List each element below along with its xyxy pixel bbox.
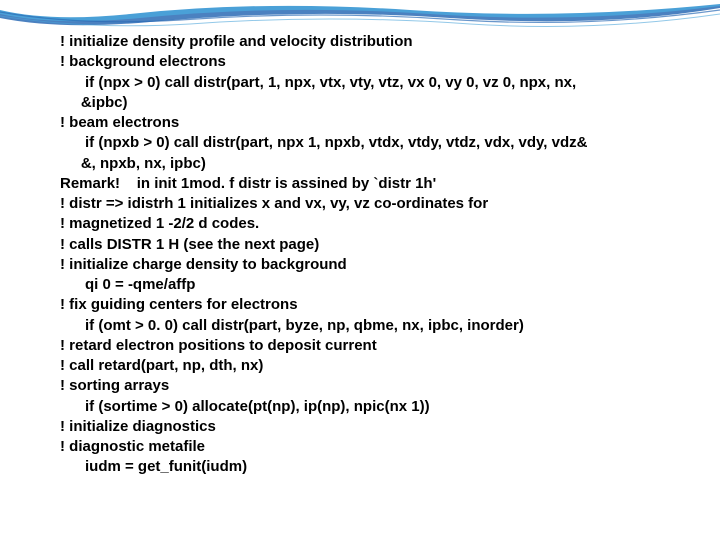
code-line: ! background electrons bbox=[60, 52, 680, 72]
code-line: ! calls DISTR 1 H (see the next page) bbox=[60, 235, 680, 255]
code-line: ! distr => idistrh 1 initializes x and v… bbox=[60, 194, 680, 214]
code-line: ! diagnostic metafile bbox=[60, 437, 680, 457]
code-line: if (omt > 0. 0) call distr(part, byze, n… bbox=[60, 316, 680, 336]
code-line: ! magnetized 1 -2/2 d codes. bbox=[60, 214, 680, 234]
code-line: ! retard electron positions to deposit c… bbox=[60, 336, 680, 356]
code-line: if (npxb > 0) call distr(part, npx 1, np… bbox=[60, 133, 680, 153]
code-line: Remark! in init 1mod. f distr is assined… bbox=[60, 174, 680, 194]
code-line: if (npx > 0) call distr(part, 1, npx, vt… bbox=[60, 73, 680, 93]
code-line: ! call retard(part, np, dth, nx) bbox=[60, 356, 680, 376]
code-line: ! initialize density profile and velocit… bbox=[60, 32, 680, 52]
code-line: &ipbc) bbox=[60, 93, 680, 113]
code-line: ! initialize charge density to backgroun… bbox=[60, 255, 680, 275]
code-line: ! fix guiding centers for electrons bbox=[60, 295, 680, 315]
code-line: ! beam electrons bbox=[60, 113, 680, 133]
code-block: ! initialize density profile and velocit… bbox=[60, 32, 680, 478]
code-line: qi 0 = -qme/affp bbox=[60, 275, 680, 295]
code-line: ! initialize diagnostics bbox=[60, 417, 680, 437]
code-line: ! sorting arrays bbox=[60, 376, 680, 396]
code-line: &, npxb, nx, ipbc) bbox=[60, 154, 680, 174]
code-line: iudm = get_funit(iudm) bbox=[60, 457, 680, 477]
code-line: if (sortime > 0) allocate(pt(np), ip(np)… bbox=[60, 397, 680, 417]
